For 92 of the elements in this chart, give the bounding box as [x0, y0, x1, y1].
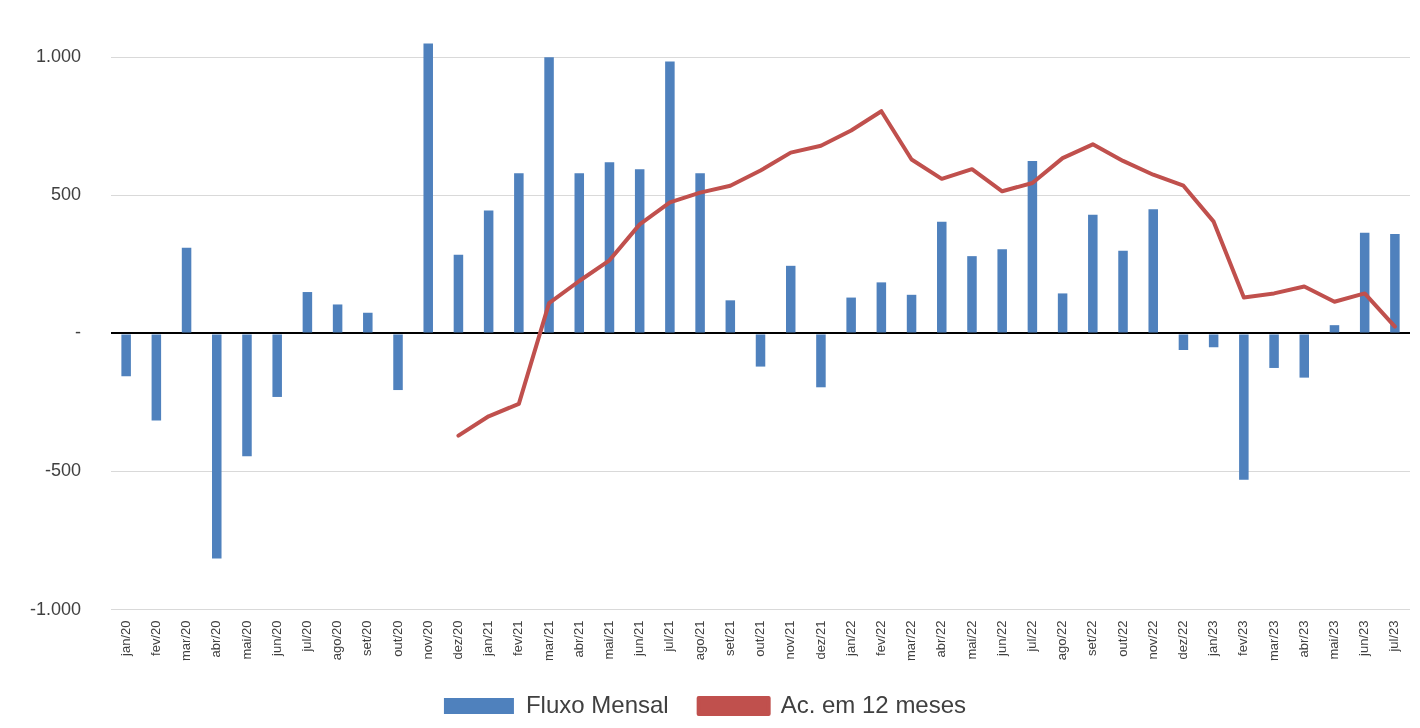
bar	[937, 221, 947, 333]
bar	[453, 254, 464, 333]
x-tick-label: abr/22	[933, 620, 949, 658]
bar	[514, 173, 524, 333]
x-tick-label: jan/23	[1205, 620, 1221, 657]
x-tick-label: jun/20	[268, 620, 284, 657]
bar	[574, 173, 585, 333]
bar	[1027, 160, 1038, 333]
bar	[332, 304, 343, 333]
x-tick-label: fev/22	[872, 620, 888, 656]
x-tick-label: out/21	[752, 620, 768, 657]
bar	[665, 61, 675, 333]
bar	[1269, 334, 1279, 368]
y-tick-label: -	[75, 322, 82, 343]
x-tick-label: abr/21	[570, 620, 586, 658]
bar	[1390, 234, 1400, 333]
x-tick-label: mai/22	[963, 620, 979, 660]
x-tick-label: mai/23	[1326, 620, 1342, 660]
x-tick-label: jul/22	[1023, 620, 1039, 653]
bar	[121, 334, 131, 377]
x-tick-label: mar/23	[1265, 620, 1281, 662]
bar	[1057, 293, 1068, 333]
x-tick-label: dez/20	[450, 620, 466, 660]
bar	[1178, 334, 1189, 351]
x-tick-label: ago/20	[329, 620, 345, 661]
x-tick-label: fev/23	[1235, 620, 1251, 656]
bar	[1329, 325, 1340, 333]
bar	[725, 300, 736, 333]
bar	[816, 334, 826, 388]
bar	[906, 294, 917, 333]
legend-label: Fluxo Mensal	[525, 690, 669, 718]
y-tick-label: -500	[45, 460, 82, 481]
bar	[423, 43, 433, 333]
bar	[242, 334, 252, 457]
x-tick-label: fev/21	[510, 620, 526, 656]
x-tick-label: nov/21	[782, 620, 798, 660]
x-tick-label: out/20	[389, 620, 405, 657]
bar	[393, 334, 403, 391]
x-tick-label: set/21	[721, 620, 737, 656]
x-tick-label: fev/20	[147, 620, 163, 656]
x-tick-label: ago/22	[1054, 620, 1070, 661]
x-tick-label: mar/20	[178, 620, 194, 662]
x-tick-label: jun/22	[993, 620, 1009, 657]
x-tick-label: dez/21	[812, 620, 828, 660]
bar	[483, 210, 494, 333]
bar	[846, 297, 856, 333]
x-tick-label: mar/21	[540, 620, 556, 662]
bar	[755, 334, 766, 367]
legend-label: Ac. em 12 meses	[780, 690, 967, 718]
x-tick-label: jun/21	[631, 620, 647, 657]
x-tick-label: jan/22	[842, 620, 858, 657]
x-tick-label: mai/21	[601, 620, 617, 660]
x-tick-label: abr/20	[208, 620, 224, 658]
x-tick-label: jul/21	[661, 620, 677, 653]
bar	[151, 334, 162, 421]
bar	[967, 256, 977, 333]
bar	[302, 292, 313, 333]
x-tick-label: jul/23	[1386, 620, 1402, 653]
bar	[634, 169, 645, 333]
bar	[1239, 334, 1249, 480]
x-tick-label: ago/21	[691, 620, 707, 661]
x-tick-label: jul/20	[298, 620, 314, 653]
bar	[544, 57, 554, 333]
x-tick-label: jan/21	[480, 620, 496, 657]
x-tick-label: jun/23	[1356, 620, 1372, 657]
bar	[272, 334, 282, 397]
x-tick-label: mai/20	[238, 620, 254, 660]
bar	[604, 162, 615, 333]
bar	[181, 247, 192, 333]
bar	[1088, 214, 1098, 333]
bar	[1299, 334, 1310, 378]
x-tick-label: abr/23	[1295, 620, 1311, 658]
x-tick-label: set/22	[1084, 620, 1100, 656]
bar	[1208, 334, 1219, 348]
y-tick-label: 1.000	[35, 46, 82, 67]
x-tick-label: nov/22	[1144, 620, 1160, 660]
x-tick-label: out/22	[1114, 620, 1130, 657]
bar	[785, 265, 796, 333]
bar	[997, 249, 1007, 333]
bar	[1118, 250, 1128, 333]
bar	[212, 334, 222, 559]
x-tick-label: dez/22	[1175, 620, 1191, 660]
bar	[876, 282, 887, 333]
x-tick-label: mar/22	[903, 620, 919, 662]
bar	[695, 173, 705, 333]
x-tick-label: set/20	[359, 620, 375, 656]
y-tick-label: 500	[50, 184, 82, 205]
x-tick-label: jan/20	[117, 620, 133, 657]
bar	[1148, 209, 1158, 333]
x-tick-label: nov/20	[419, 620, 435, 660]
y-tick-label: -1.000	[29, 598, 82, 619]
bar	[363, 312, 373, 333]
